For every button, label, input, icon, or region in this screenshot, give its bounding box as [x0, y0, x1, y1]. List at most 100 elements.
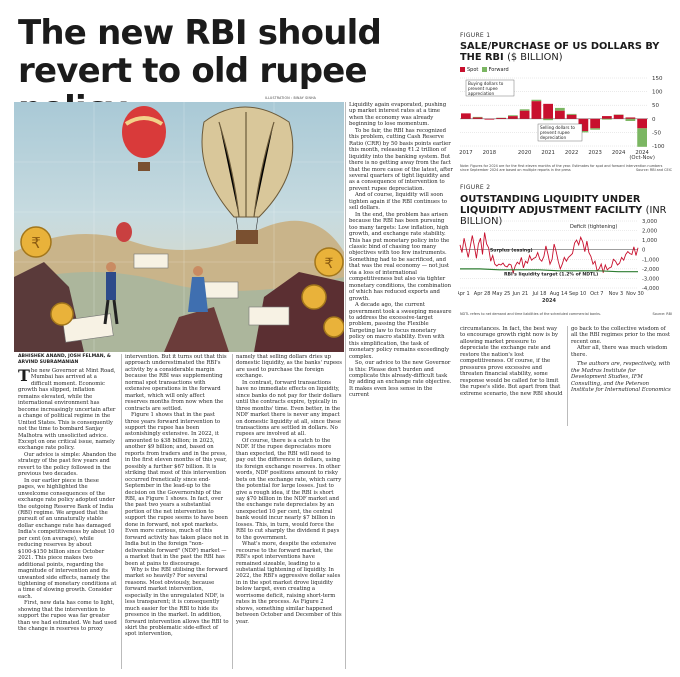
annotation-selling: Selling dollars to prevent rupee depreciat…	[540, 125, 575, 140]
x-tick-label: Jun 21	[511, 291, 528, 297]
x-tick-label: Nov 30	[626, 291, 644, 297]
bar-forward	[531, 99, 542, 102]
y-tick-label: -3,000	[642, 276, 660, 282]
legend-forward-label: Forward	[488, 67, 509, 73]
balloon-tiny	[116, 222, 132, 242]
x-tick-label: 2024	[612, 150, 626, 156]
paragraph: namely that selling dollars dries up dom…	[236, 354, 342, 380]
x-tick-label: 2017	[459, 150, 472, 156]
figure-2-label: FIGURE 2	[460, 184, 491, 191]
article-column-1: T he new Governor at Mint Road, Mumbai h…	[18, 368, 118, 668]
article-column-2: intervention. But it turns out that this…	[125, 354, 229, 669]
article-column-3: namely that selling dollars dries up dom…	[236, 354, 342, 669]
bar-spot	[461, 113, 471, 119]
x-tick-label: Sep 10	[569, 291, 586, 297]
bar-forward	[602, 118, 612, 120]
annotation-buying-box	[465, 79, 515, 97]
x-tick-label: Aug 14	[550, 291, 568, 297]
y-tick-label: 100	[652, 90, 663, 96]
x-tick-label: Apr 1	[458, 291, 470, 297]
illustration: ₹ ₹	[14, 102, 344, 352]
bar-spot	[637, 118, 647, 129]
y-tick-label: -100	[652, 144, 665, 150]
bar-forward	[555, 107, 565, 111]
byline: ABHISHEK ANAND, JOSH FELMAN, & ARVIND SU…	[18, 354, 118, 366]
y-tick-label: -50	[652, 130, 661, 136]
article-column-5: circumstances. In fact, the best way to …	[460, 326, 564, 426]
annotation-buying: Buying dollars to prevent rupee appreciati…	[468, 81, 504, 96]
bar-spot	[484, 118, 495, 120]
legend-spot-swatch	[460, 67, 465, 72]
figure-1-title-text: SALE/PURCHASE OF US DOLLARS BY THE RBI	[460, 41, 660, 63]
y-tick-label: 0	[642, 248, 646, 254]
paragraph: And of course, liquidity will soon tight…	[349, 192, 447, 212]
bar-forward	[519, 109, 530, 111]
figure-1-note-text: Note: Figures for 2024 are for the first…	[460, 164, 663, 173]
paragraph: circumstances. In fact, the best way to …	[460, 326, 563, 397]
series-line-target	[460, 268, 638, 273]
paragraph: Our advice is simple: Abandon the strate…	[18, 451, 117, 478]
y-tick-label: 1,000	[642, 238, 658, 244]
figure-1-title-unit: ($ BILLION)	[507, 52, 563, 63]
balloon-small	[122, 106, 166, 171]
legend-forward-swatch	[481, 67, 487, 72]
y-tick-label: -2,000	[642, 267, 660, 273]
paragraph: So, our advice to the new Governor is th…	[349, 360, 452, 399]
svg-text:₹: ₹	[31, 234, 41, 252]
paragraph: In contrast, forward transactions have n…	[236, 379, 342, 438]
figure-2-note-text: NDTL refers to net demand and time liabi…	[460, 312, 602, 316]
y-tick-label: -4,000	[642, 286, 660, 292]
byline-line-2: ARVIND SUBRAMANIAN	[18, 360, 79, 365]
bar-forward	[578, 131, 589, 133]
bar-spot	[566, 114, 577, 119]
paragraph: What's more, despite the extensive recou…	[236, 541, 342, 625]
paragraph: After all, there was much wisdom there.	[571, 345, 668, 358]
balloon-large	[201, 106, 294, 244]
bar-spot	[555, 110, 565, 119]
x-tick-label: Nov 3	[609, 291, 624, 297]
paragraph: he new Governor at Mint Road, Mumbai has…	[18, 368, 116, 452]
paragraph: intervention. But it turns out that this…	[125, 354, 227, 412]
bar-spot	[519, 110, 530, 119]
y-tick-label: 150	[652, 76, 663, 82]
y-tick-label: 0	[652, 117, 656, 123]
figure-1-source: Source: RBI and CEIC	[636, 168, 672, 173]
bar-spot	[578, 118, 589, 132]
bar-forward	[590, 128, 600, 130]
headline: The new RBI should revert to old rupee p…	[18, 13, 382, 128]
x-tick-label: Jul 18	[531, 291, 546, 297]
paragraph: Of course, there is a catch to the NDF. …	[236, 437, 342, 541]
paragraph: go back to the collective wisdom of all …	[571, 326, 670, 345]
y-tick-label: 2,000	[642, 229, 658, 235]
article-column-6: go back to the collective wisdom of all …	[571, 326, 671, 436]
y-tick-label: 50	[652, 103, 659, 109]
bar-forward	[625, 118, 636, 121]
bar-spot	[508, 116, 518, 119]
paragraph: A decade ago, the current government too…	[349, 302, 452, 360]
x-axis-label: 2024	[542, 298, 556, 304]
bar-spot	[625, 117, 636, 119]
x-tick-label: 2021	[541, 150, 554, 156]
x-tick-label: 2023	[588, 150, 601, 156]
paragraph: First, new data has come to light, showi…	[18, 600, 117, 633]
figure-woman	[188, 266, 208, 312]
bar-forward	[543, 118, 553, 121]
figure-2-note: NDTL refers to net demand and time liabi…	[460, 312, 672, 316]
paragraph: To be fair, the RBI has recognized this …	[349, 127, 453, 192]
annotation-selling-box	[537, 123, 583, 142]
figure-1-title: SALE/PURCHASE OF US DOLLARS BY THE RBI (…	[460, 41, 675, 63]
bar-spot	[472, 117, 483, 119]
bar-forward	[637, 128, 647, 147]
x-tick-label: (Oct-Nov)	[629, 155, 655, 161]
bar-spot	[543, 103, 553, 119]
figure-1-legend: Spot Forward	[460, 67, 509, 73]
figure-2-title-unit: (INR BILLION)	[460, 205, 667, 227]
x-tick-label: May 25	[492, 291, 510, 297]
bar-spot	[613, 114, 624, 119]
x-tick-label: Apr 28	[474, 291, 491, 297]
bar-forward	[508, 115, 518, 117]
bar-spot	[496, 117, 506, 119]
paragraph: In the end, the problem has arisen becau…	[349, 211, 452, 302]
paragraph: Liquidity again evaporated, pushing up m…	[349, 102, 447, 128]
dropcap: T	[18, 366, 30, 385]
